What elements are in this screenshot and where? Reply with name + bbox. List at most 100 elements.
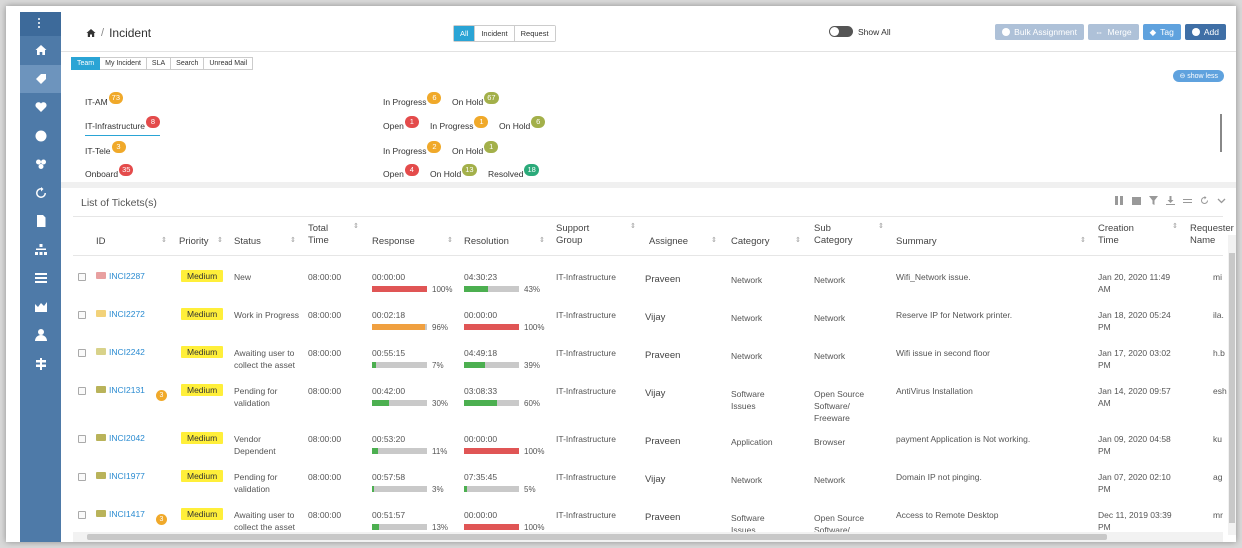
download-icon[interactable] (1166, 196, 1175, 205)
row-checkbox[interactable] (78, 349, 86, 357)
sort-icon[interactable]: ⇕ (795, 237, 801, 244)
status-count[interactable]: On Hold 1 (452, 141, 499, 158)
status-count[interactable]: On Hold 13 (430, 164, 477, 181)
toggle-switch[interactable] (829, 26, 853, 37)
tag-button[interactable]: ◆ Tag (1142, 24, 1181, 40)
team-item[interactable]: IT-AM 73 (85, 92, 124, 109)
sidebar-item-tag[interactable] (20, 64, 61, 93)
status-count[interactable]: Resolved 18 (488, 164, 539, 181)
row-checkbox[interactable] (78, 311, 86, 319)
ticket-id-link[interactable]: INCI2287 (109, 271, 145, 281)
col-id[interactable]: ID (96, 236, 106, 247)
sidebar-item-signpost[interactable] (20, 350, 61, 379)
sidebar-item-chart[interactable] (20, 293, 61, 322)
status-count[interactable]: In Progress 6 (383, 92, 442, 109)
team-item[interactable]: IT-Infrastructure 8 (85, 116, 160, 136)
chevron-down-icon[interactable] (1217, 196, 1226, 205)
columns-icon[interactable] (1115, 196, 1124, 205)
table-vertical-scrollbar[interactable] (1228, 235, 1236, 535)
scroll-thumb[interactable] (87, 534, 1107, 540)
sidebar-item-home[interactable] (20, 36, 61, 65)
ticket-id-link[interactable]: INCI2131 (109, 385, 145, 395)
col-summary[interactable]: Summary (896, 236, 937, 247)
col-assignee[interactable]: Assignee (649, 236, 689, 247)
home-icon[interactable] (86, 28, 96, 38)
row-checkbox[interactable] (78, 273, 86, 281)
scroll-thumb[interactable] (1229, 253, 1235, 523)
row-checkbox[interactable] (78, 511, 86, 519)
table-horizontal-scrollbar[interactable] (73, 532, 1223, 542)
status-count[interactable]: On Hold 6 (499, 116, 546, 133)
col-status[interactable]: Status (234, 236, 261, 247)
team-item[interactable]: IT-Tele 3 (85, 141, 126, 158)
sidebar-item-refresh[interactable] (20, 179, 61, 208)
col-response[interactable]: Response (372, 236, 415, 247)
merge-button[interactable]: ⇔ Merge (1088, 24, 1139, 40)
calendar-icon[interactable] (1132, 196, 1141, 205)
sidebar-item-user[interactable] (20, 321, 61, 350)
equals-icon[interactable] (1183, 196, 1192, 205)
ticket-id-link[interactable]: INCI1977 (109, 471, 145, 481)
filter-icon[interactable] (1149, 196, 1158, 205)
tab-all[interactable]: All (454, 26, 476, 41)
tab-request[interactable]: Request (514, 26, 555, 41)
sidebar-item-document[interactable] (20, 207, 61, 236)
ticket-id-link[interactable]: INCI1417 (109, 509, 145, 519)
show-all-toggle[interactable]: Show All (829, 26, 891, 37)
add-button[interactable]: Add (1184, 24, 1226, 40)
bulk-assignment-button[interactable]: Bulk Assignment (995, 24, 1085, 40)
ticket-id-link[interactable]: INCI2272 (109, 309, 145, 319)
comment-count-badge[interactable]: 3 (156, 514, 167, 525)
row-checkbox[interactable] (78, 473, 86, 481)
col-resolution[interactable]: Resolution (464, 236, 509, 247)
toggle-label: Show All (858, 26, 891, 37)
team-item[interactable]: Onboard 35 (85, 164, 134, 181)
sort-icon[interactable]: ⇕ (217, 237, 223, 244)
col-creation-time[interactable]: Creation Time (1098, 223, 1134, 246)
tab-team[interactable]: Team (71, 57, 101, 70)
status-count[interactable]: On Hold 67 (452, 92, 499, 109)
sidebar-item-list[interactable] (20, 264, 61, 293)
ticket-id-link[interactable]: INCI2042 (109, 433, 145, 443)
sort-icon[interactable]: ⇕ (353, 223, 359, 230)
filter-scrollbar[interactable] (1220, 114, 1222, 152)
sidebar-item-users[interactable] (20, 150, 61, 179)
tab-sla[interactable]: SLA (146, 57, 172, 70)
col-total-time[interactable]: Total Time (308, 223, 329, 246)
row-checkbox[interactable] (78, 435, 86, 443)
refresh-icon[interactable] (1200, 196, 1209, 205)
sidebar-item-hierarchy[interactable] (20, 236, 61, 265)
category: Software Issues (731, 513, 765, 535)
sidebar-item-heart[interactable] (20, 93, 61, 122)
comment-count-badge[interactable]: 3 (156, 390, 167, 401)
ticket-id-link[interactable]: INCI2242 (109, 347, 145, 357)
sort-icon[interactable]: ⇕ (1080, 237, 1086, 244)
sort-icon[interactable]: ⇕ (290, 237, 296, 244)
sort-icon[interactable]: ⇕ (630, 223, 636, 230)
col-support-group[interactable]: Support Group (556, 223, 590, 246)
status-count[interactable]: In Progress 1 (430, 116, 489, 133)
sort-icon[interactable]: ⇕ (878, 223, 884, 230)
resolution-progress-bar (464, 286, 519, 292)
sidebar-menu-toggle[interactable] (20, 12, 61, 36)
row-checkbox[interactable] (78, 387, 86, 395)
col-category[interactable]: Category (731, 236, 770, 247)
sort-icon[interactable]: ⇕ (711, 237, 717, 244)
tab-my-incident[interactable]: My Incident (100, 57, 147, 70)
sidebar-item-alert[interactable] (20, 122, 61, 151)
envelope-icon (96, 510, 106, 517)
status-count[interactable]: Open 4 (383, 164, 419, 181)
sort-icon[interactable]: ⇕ (447, 237, 453, 244)
tab-incident[interactable]: Incident (475, 26, 515, 41)
col-sub-category[interactable]: Sub Category (814, 223, 853, 246)
show-less-button[interactable]: ⊖ show less (1173, 70, 1224, 82)
sort-icon[interactable]: ⇕ (1172, 223, 1178, 230)
tab-search[interactable]: Search (171, 57, 205, 70)
sort-icon[interactable]: ⇕ (161, 237, 167, 244)
status-count[interactable]: In Progress 2 (383, 141, 442, 158)
status-count[interactable]: Open 1 (383, 116, 419, 133)
sort-icon[interactable]: ⇕ (539, 237, 545, 244)
col-priority[interactable]: Priority (179, 236, 209, 247)
tab-unread-mail[interactable]: Unread Mail (204, 57, 254, 70)
col-requester-name[interactable]: Requester Name (1190, 223, 1234, 246)
